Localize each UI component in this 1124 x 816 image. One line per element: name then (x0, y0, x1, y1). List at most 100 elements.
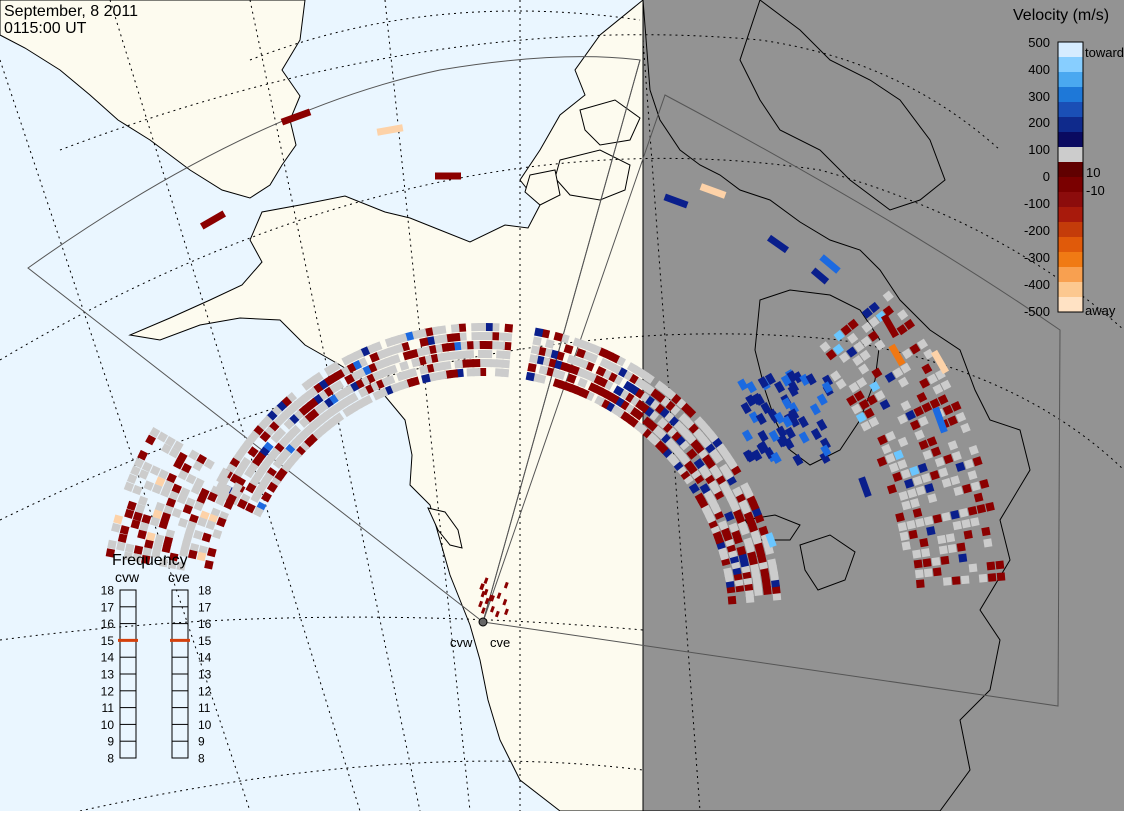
scatter-cell (947, 543, 957, 554)
frequency-title: Frequency (112, 552, 188, 569)
scatter-cell (504, 323, 514, 333)
scatter-cell (166, 472, 177, 484)
header: September, 8 2011 0115:00 UT (4, 3, 138, 37)
scatter-layer (105, 108, 1006, 618)
scatter-cell (577, 377, 588, 389)
scatter-cell (940, 555, 950, 565)
scatter-cell (484, 349, 493, 359)
scatter-cell (930, 349, 950, 375)
scatter-cell (111, 522, 121, 533)
scatter-cell (900, 400, 912, 411)
radar-sites: cvw cve (450, 617, 510, 650)
scatter-cell (950, 475, 961, 486)
scatter-cell (879, 399, 891, 411)
land-layer (0, 0, 1031, 812)
scatter-cell (781, 397, 793, 410)
scatter-cell (157, 431, 169, 443)
scatter-cell (792, 371, 804, 384)
scatter-cell (479, 583, 485, 590)
scatter-cell (250, 492, 262, 504)
scatter-cell (144, 539, 154, 550)
scatter-cell (874, 390, 886, 402)
scatter-cell (861, 307, 873, 319)
scatter-cell (566, 354, 577, 365)
scatter-cell (967, 505, 978, 516)
scatter-cell (478, 349, 487, 359)
scatter-cell (205, 519, 216, 531)
scatter-cell (160, 512, 171, 523)
frequency-tick-label: 8 (198, 752, 205, 766)
scatter-cell (167, 559, 177, 570)
scatter-cell (158, 558, 169, 568)
scatter-cell (846, 395, 858, 407)
frequency-tick-label: 10 (198, 718, 212, 732)
colorbar-tick-label: -400 (1024, 277, 1050, 292)
scatter-cell (970, 517, 980, 527)
scatter-cell (882, 305, 895, 317)
scatter-cell (502, 598, 508, 606)
scatter-cell (897, 521, 908, 532)
scatter-cell (871, 367, 883, 379)
scatter-cell (821, 381, 833, 394)
scatter-cell (765, 532, 777, 548)
scatter-cell (266, 481, 278, 493)
colorbar-swatch (1058, 57, 1083, 73)
scatter-cell (901, 348, 913, 360)
frequency-tick-label: 17 (198, 600, 212, 614)
scatter-cell (853, 390, 865, 402)
scatter-cell (686, 448, 698, 460)
scatter-cell (216, 473, 228, 485)
scatter-cell (927, 493, 938, 504)
scatter-cell (892, 367, 904, 379)
frequency-tick-label: 15 (198, 634, 212, 648)
scatter-cell (901, 500, 912, 511)
scatter-cell (860, 420, 872, 432)
scatter-cell (832, 343, 845, 355)
scatter-cell (816, 393, 828, 406)
scatter-cell (504, 608, 509, 616)
scatter-cell (130, 519, 141, 530)
scatter-cell (776, 425, 788, 438)
scatter-cell (934, 456, 945, 468)
scatter-cell (663, 193, 689, 209)
scatter-cell (860, 335, 872, 348)
scatter-cell (164, 436, 176, 447)
scatter-cell (918, 415, 929, 427)
scatter-cell (912, 508, 923, 518)
scatter-cell (912, 475, 923, 486)
landmass-siberia (0, 0, 306, 199)
scatter-cell (919, 377, 931, 389)
scatter-cell (942, 404, 954, 416)
scatter-cell (760, 401, 772, 415)
colorbar-swatch (1058, 117, 1083, 133)
scatter-cell (138, 469, 149, 480)
scatter-cell (924, 483, 935, 494)
frequency-tick-label: 12 (101, 684, 115, 698)
scatter-cell (196, 551, 207, 562)
frequency-label-cvw: cvw (115, 569, 140, 585)
scatter-cell (770, 578, 780, 588)
frequency-tick-label: 15 (101, 634, 115, 648)
scatter-cell (840, 324, 852, 336)
scatter-cell (494, 610, 500, 618)
scatter-cell (283, 418, 295, 430)
scatter-cell (732, 486, 743, 498)
scatter-cell (594, 395, 606, 407)
scatter-cell (922, 449, 933, 461)
scatter-cell (780, 374, 792, 387)
scatter-cell (223, 499, 235, 510)
scatter-cell (197, 516, 208, 528)
scatter-cell (477, 331, 487, 341)
scatter-cell (979, 478, 990, 489)
scatter-cell (900, 362, 912, 374)
colorbar-frame (1057, 41, 1084, 313)
scatter-cell (941, 477, 952, 488)
scatter-cell (955, 461, 966, 472)
scatter-cell (177, 517, 189, 528)
scatter-cell (171, 507, 182, 519)
frequency-tick-label: 18 (101, 584, 115, 598)
scatter-cell (411, 357, 421, 368)
scatter-cell (496, 350, 505, 359)
fov-cve (482, 94, 1061, 707)
scatter-cell (853, 341, 865, 353)
